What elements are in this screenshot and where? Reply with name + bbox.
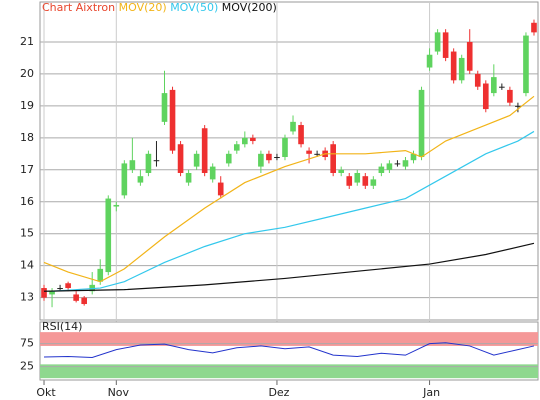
y-tick-label: 14 [20,259,34,272]
candle-body [266,153,272,161]
candle-body [531,22,537,33]
candle-body [386,163,393,170]
candle-body [274,157,280,159]
candle-body [97,268,104,282]
candle-body [466,41,473,71]
candle-body [81,297,87,305]
candle-body [474,73,481,87]
candle-body [450,51,457,81]
y-tick-label: 13 [20,291,34,304]
candle-body [137,176,144,183]
candle-body [169,89,176,151]
rsi-band [40,332,538,346]
candle-body [209,166,216,180]
candle-body [217,182,224,196]
candle-body [402,160,409,167]
y-tick-label: 75 [20,337,34,350]
chart-title: Chart Aixtron [42,1,115,14]
y-tick-label: 19 [20,99,34,112]
y-tick-label: 21 [20,35,34,48]
x-tick-label: Jan [422,386,440,399]
y-tick-label: 25 [20,360,34,373]
candle-body [145,153,152,173]
candle-body [523,35,529,94]
candle-body [185,172,192,183]
candle-body [491,77,497,94]
legend: Chart Aixtron MOV(20) MOV(50) MOV(200) [42,1,277,14]
candle-body [338,169,345,173]
x-tick-label: Dez [268,386,289,399]
x-tick-label: Okt [36,386,56,399]
candle-body [121,163,128,196]
y-tick-label: 18 [20,131,34,144]
candle-body [515,105,521,107]
candle-body [442,32,449,58]
moving-average [44,242,535,292]
candle-body [507,89,513,103]
candle-body [499,86,505,88]
candle-body [233,144,240,151]
rsi-title: RSI(14) [42,320,82,333]
moving-average [43,95,535,283]
candle-body [41,288,47,298]
candle-body [330,144,336,173]
candle-body [57,288,63,290]
candle-body [306,150,312,154]
candle-body [394,163,401,165]
candle-body [225,153,232,164]
candle-body [314,153,320,155]
candle-body [161,93,168,122]
candle-body [73,294,79,301]
candle-body [434,32,441,52]
legend-entry: MOV(20) [119,1,167,14]
y-tick-label: 15 [20,227,34,240]
rsi-line [44,342,535,358]
candle-body [65,283,71,289]
y-tick-label: 20 [20,67,34,80]
legend-entry: MOV(200) [222,1,277,14]
candle-body [426,54,433,68]
candle-body [458,57,465,81]
candle-body [250,137,256,142]
legend-entry: MOV(50) [170,1,218,14]
x-tick-label: Nov [108,386,130,399]
candle-body [290,121,296,132]
candle-body [354,172,361,183]
y-tick-label: 16 [20,195,34,208]
candle-body [201,128,208,173]
y-tick-label: 17 [20,163,34,176]
candle-body [346,176,353,186]
candle-body [49,291,55,295]
plot-frame [39,1,539,321]
candle-body [298,125,304,145]
candle-body [153,160,160,162]
candle-body [282,137,288,158]
candle-body [362,176,369,186]
candle-body [482,83,489,110]
rsi-band [40,364,538,379]
candle-body [129,160,136,170]
candle-body [410,153,417,161]
candle-body [242,137,248,145]
candle-body [370,179,377,186]
candle-body [105,198,112,273]
candle-body [193,153,200,167]
moving-average [52,130,535,292]
candle-body [418,89,425,158]
candle-body [378,166,385,173]
candle-body [258,153,264,167]
candle-body [177,144,184,173]
candle-body [113,204,120,207]
